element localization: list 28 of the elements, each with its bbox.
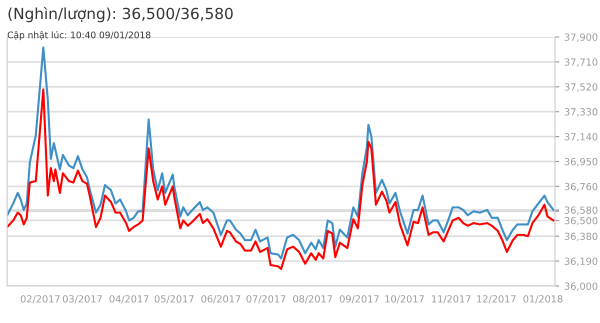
- y-tick-label: 36,000: [564, 282, 598, 291]
- x-tick-label: 09/2017: [340, 295, 379, 304]
- x-tick-label: 07/2017: [246, 295, 286, 304]
- x-tick-label: 06/2017: [201, 295, 240, 304]
- y-tick-label: 37,330: [564, 108, 598, 117]
- x-tick-label: 11/2017: [432, 295, 471, 304]
- y-tick-label: 37,520: [564, 83, 598, 92]
- chart-title: (Nghìn/lượng): 36,500/36,580: [8, 6, 233, 22]
- x-tick-label: 08/2017: [293, 295, 332, 304]
- y-tick-label: 36,580: [564, 206, 598, 215]
- y-tick-label: 36,950: [564, 158, 598, 166]
- x-tick-label: 12/2017: [477, 295, 516, 304]
- y-tick-label: 37,710: [564, 58, 598, 67]
- y-tick-label: 36,500: [564, 216, 598, 226]
- chart-subtitle: Cập nhật lúc: 10:40 09/01/2018: [8, 30, 150, 40]
- y-tick-label: 36,190: [564, 258, 598, 266]
- y-tick-label: 36,760: [564, 182, 598, 192]
- x-tick-label: 04/2017: [110, 295, 148, 304]
- line-series: [7, 88, 555, 270]
- x-tick-label: 05/2017: [154, 295, 194, 304]
- y-tick-label: 36,380: [564, 232, 598, 242]
- y-tick-label: 37,900: [564, 33, 598, 42]
- x-tick-label: 10/2017: [385, 295, 424, 304]
- line-series: [7, 46, 555, 260]
- x-tick-label: 03/2017: [62, 295, 102, 304]
- x-tick-label: 01/2018: [523, 295, 562, 304]
- x-tick-label: 02/2017: [20, 295, 60, 304]
- y-tick-label: 37,140: [564, 133, 598, 142]
